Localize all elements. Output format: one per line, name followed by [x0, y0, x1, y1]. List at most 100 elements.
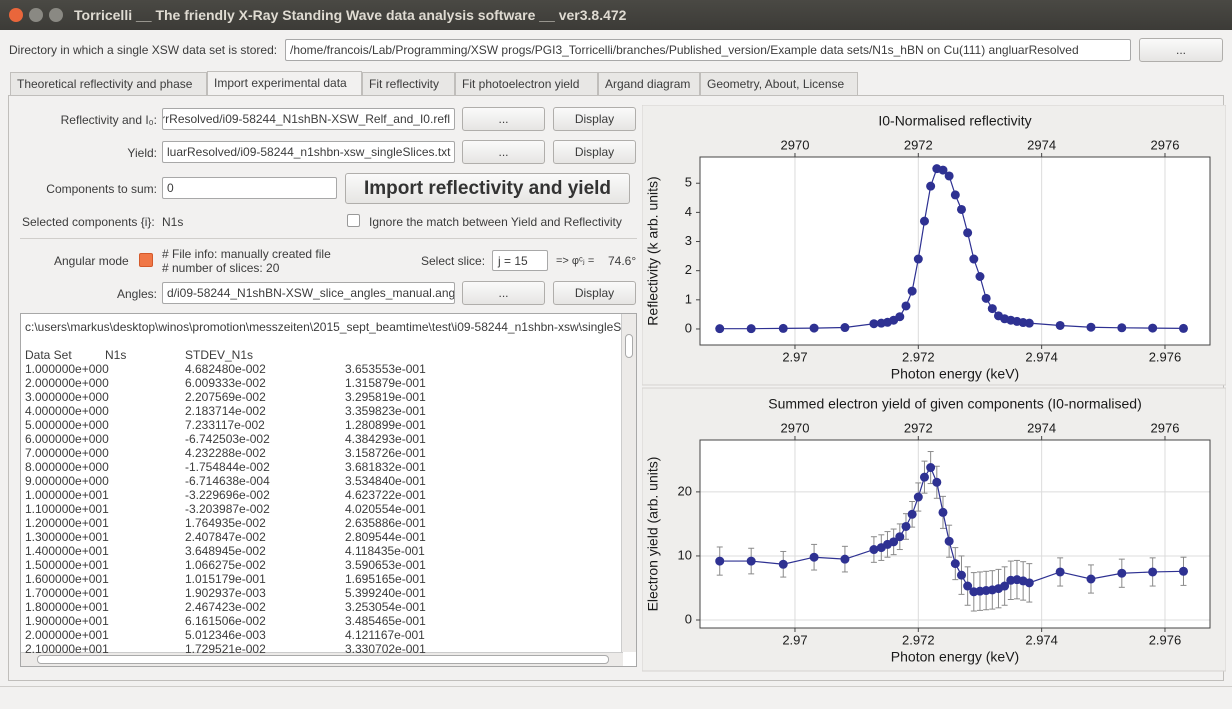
minimize-button[interactable] [29, 8, 43, 22]
checkbox-checked[interactable] [139, 253, 153, 267]
text-cell: 6.161506e-002 [185, 614, 266, 628]
x2-tick-label: 2972 [904, 420, 933, 435]
data-point [963, 581, 973, 591]
text-cell: -6.742503e-002 [185, 432, 270, 446]
text-cell: 3.330702e-001 [345, 642, 426, 656]
y-tick-label: 20 [678, 483, 692, 498]
tab[interactable]: Geometry, About, License [700, 72, 858, 95]
y-tick-label: 4 [685, 204, 692, 219]
directory-input[interactable]: /home/francois/Lab/Programming/XSW progs… [285, 39, 1131, 61]
data-point [869, 545, 879, 555]
data-point [840, 323, 850, 333]
x-axis-label: Photon energy (keV) [891, 366, 1019, 382]
maximize-button[interactable] [49, 8, 63, 22]
data-point [1178, 323, 1188, 333]
data-point [913, 254, 923, 264]
text-cell: 8.000000e+000 [25, 460, 109, 474]
y-tick-label: 3 [685, 233, 692, 248]
display-button[interactable]: Display [553, 281, 636, 305]
data-point [901, 521, 911, 531]
y-tick-label: 10 [678, 547, 692, 562]
file-input[interactable]: rrResolved/i09-58244_N1shBN-XSW_Relf_and… [162, 108, 455, 130]
text-cell: 3.485465e-001 [345, 614, 426, 628]
title-bar: Torricelli __ The friendly X-Ray Standin… [0, 0, 1232, 30]
text-cell: 4.232288e-002 [185, 446, 266, 460]
text-cell: 3.253054e-001 [345, 600, 426, 614]
tab[interactable]: Theoretical reflectivity and phase [10, 72, 207, 95]
file-input[interactable]: d/i09-58244_N1shBN-XSW_slice_angles_manu… [162, 282, 455, 304]
text-cell: 1.400000e+001 [25, 544, 109, 558]
text-area[interactable]: c:\users\markus\desktop\winos\promotion\… [20, 313, 637, 667]
x-tick-label: 2.976 [1149, 632, 1182, 647]
checkbox[interactable] [347, 214, 360, 227]
close-button[interactable] [9, 8, 23, 22]
import-button[interactable]: Import reflectivity and yield [345, 173, 630, 204]
text-cell: 2.407847e-002 [185, 530, 266, 544]
text-cell: 4.623722e-001 [345, 488, 426, 502]
text-line: c:\users\markus\desktop\winos\promotion\… [25, 320, 623, 334]
value: 74.6° [608, 254, 637, 268]
browse-button[interactable]: ... [462, 281, 545, 305]
x-tick-label: 2.974 [1025, 632, 1058, 647]
horizontal-scrollbar[interactable] [21, 652, 623, 666]
x-tick-label: 2.972 [902, 632, 935, 647]
text-cell: -3.229696e-002 [185, 488, 270, 502]
text-cell: 4.118435e-001 [345, 544, 425, 558]
plot-frame [699, 156, 1211, 346]
data-point [746, 556, 756, 566]
x2-tick-label: 2974 [1027, 137, 1056, 152]
data-point [1148, 323, 1158, 333]
text-input[interactable]: 0 [162, 177, 337, 199]
window-title: Torricelli __ The friendly X-Ray Standin… [74, 7, 627, 23]
data-point [778, 559, 788, 569]
browse-button[interactable]: ... [462, 140, 545, 164]
text-cell: 1.729521e-002 [185, 642, 266, 656]
label: Components to sum: [46, 182, 157, 196]
data-point [981, 293, 991, 303]
data-point [1055, 567, 1065, 577]
tab[interactable]: Argand diagram [598, 72, 700, 95]
tab[interactable]: Fit reflectivity [362, 72, 455, 95]
data-point [938, 165, 948, 175]
display-button[interactable]: Display [553, 140, 636, 164]
browse-button[interactable]: ... [462, 107, 545, 131]
text-cell: 2.183714e-002 [185, 404, 266, 418]
x-tick-label: 2.972 [902, 349, 935, 364]
data-point [889, 537, 899, 547]
vertical-scrollbar[interactable] [621, 314, 636, 652]
text-cell: 4.682480e-002 [185, 362, 266, 376]
y-axis-label: Electron yield (arb. units) [645, 457, 661, 612]
browse-button[interactable]: ... [1139, 38, 1223, 62]
text-cell: 1.902937e-003 [185, 586, 266, 600]
text-cell: 1.015179e-001 [185, 572, 266, 586]
tab[interactable]: Fit photoelectron yield [455, 72, 598, 95]
data-point [1086, 574, 1096, 584]
data-point [926, 181, 936, 191]
separator [20, 238, 637, 239]
file-input[interactable]: luarResolved/i09-58244_n1shbn-xsw_single… [162, 141, 455, 163]
text-cell: 3.359823e-001 [345, 404, 426, 418]
text-cell: 2.635886e-001 [345, 516, 426, 530]
display-button[interactable]: Display [553, 107, 636, 131]
text-cell: 1.315879e-001 [345, 376, 426, 390]
text-cell: 1.000000e+000 [25, 362, 109, 376]
text-cell: 4.000000e+000 [25, 404, 109, 418]
text-cell: 1.695165e-001 [345, 572, 426, 586]
y-tick-label: 0 [685, 611, 692, 626]
data-point [919, 216, 929, 226]
text-cell: N1s [105, 348, 127, 362]
label: Yield: [127, 146, 157, 160]
text-cell: 1.500000e+001 [25, 558, 109, 572]
x-axis-label: Photon energy (keV) [891, 649, 1019, 665]
text-cell: 2.100000e+001 [25, 642, 109, 656]
text-cell: 6.009333e-002 [185, 376, 266, 390]
x-tick-label: 2.974 [1025, 349, 1058, 364]
spinbox[interactable]: j = 15 [492, 250, 548, 271]
data-point [956, 204, 966, 214]
data-point [901, 301, 911, 311]
text-cell: 5.012346e-003 [185, 628, 266, 642]
data-point [1148, 567, 1158, 577]
tab-active[interactable]: Import experimental data [207, 71, 362, 96]
text-cell: 4.020554e-001 [345, 502, 426, 516]
